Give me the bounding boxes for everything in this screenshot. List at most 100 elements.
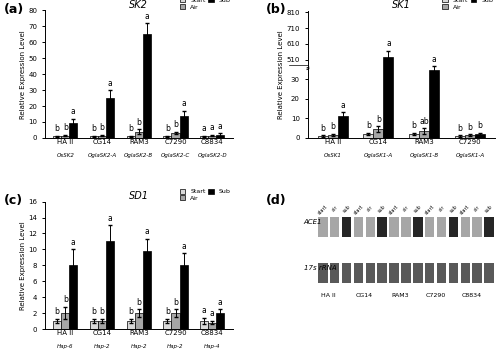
Text: Hap-6: Hap-6: [57, 344, 74, 349]
Bar: [330, 263, 340, 283]
Bar: [106, 98, 114, 138]
Bar: [318, 263, 328, 283]
Text: start: start: [388, 204, 400, 216]
Bar: [419, 131, 429, 138]
Bar: [98, 135, 106, 138]
Bar: [366, 217, 375, 237]
Bar: [200, 136, 208, 138]
Bar: [401, 217, 410, 237]
Text: start: start: [352, 204, 364, 216]
Text: Hap-2: Hap-2: [168, 344, 184, 349]
Bar: [70, 265, 78, 329]
Bar: [172, 133, 179, 138]
Text: CG14: CG14: [356, 293, 373, 298]
Bar: [164, 136, 172, 138]
Text: (a): (a): [4, 3, 24, 16]
Y-axis label: Relative Expression Level: Relative Expression Level: [278, 30, 283, 119]
Text: 17s rRNA: 17s rRNA: [304, 265, 336, 271]
Bar: [126, 321, 134, 329]
Text: b: b: [458, 124, 462, 133]
Text: b: b: [165, 307, 170, 316]
Text: OglaSK2-B: OglaSK2-B: [124, 153, 154, 158]
Text: b: b: [100, 123, 104, 132]
Text: OglaSK2-C: OglaSK2-C: [161, 153, 190, 158]
Text: OglaSK1-A: OglaSK1-A: [364, 153, 393, 158]
Text: OglaSK1-B: OglaSK1-B: [410, 153, 438, 158]
Text: b: b: [478, 121, 482, 131]
Bar: [413, 263, 422, 283]
Text: start: start: [317, 204, 328, 216]
Text: Hap-2: Hap-2: [94, 344, 110, 349]
Text: RAM3: RAM3: [391, 293, 409, 298]
Text: air: air: [366, 204, 374, 212]
Bar: [70, 123, 78, 138]
Text: Hap-2: Hap-2: [130, 344, 147, 349]
Bar: [61, 313, 70, 329]
Text: sub: sub: [342, 204, 351, 214]
Bar: [338, 116, 347, 138]
Text: a: a: [202, 306, 206, 315]
Bar: [328, 135, 338, 138]
Bar: [364, 134, 374, 138]
Text: b: b: [173, 120, 178, 129]
Bar: [126, 136, 134, 138]
Bar: [216, 135, 224, 138]
Text: a: a: [181, 242, 186, 251]
Text: b: b: [173, 298, 178, 307]
Text: a: a: [144, 12, 149, 21]
Bar: [172, 313, 179, 329]
Text: (c): (c): [4, 194, 23, 207]
Bar: [390, 263, 399, 283]
Bar: [164, 321, 172, 329]
Bar: [330, 217, 340, 237]
Bar: [318, 136, 328, 138]
Text: a: a: [386, 39, 391, 48]
Bar: [208, 135, 216, 138]
Text: air: air: [473, 204, 482, 212]
Bar: [208, 323, 216, 329]
Bar: [484, 217, 494, 237]
Bar: [460, 263, 470, 283]
Text: b: b: [136, 298, 141, 307]
Title: SK1: SK1: [392, 0, 410, 10]
Text: OsSK2: OsSK2: [56, 153, 74, 158]
Text: HA II: HA II: [322, 293, 336, 298]
Bar: [90, 136, 98, 138]
Text: start: start: [460, 204, 471, 216]
Text: b: b: [136, 118, 141, 127]
Text: a: a: [340, 101, 345, 110]
Text: b: b: [63, 123, 68, 132]
Text: a: a: [181, 99, 186, 108]
Text: ab: ab: [420, 117, 429, 126]
Text: ACE1: ACE1: [304, 219, 322, 225]
Bar: [180, 265, 188, 329]
Bar: [472, 263, 482, 283]
Text: a: a: [202, 124, 206, 133]
Text: b: b: [320, 124, 325, 133]
Bar: [366, 263, 375, 283]
Text: a: a: [71, 238, 76, 247]
Text: sub: sub: [413, 204, 422, 214]
Text: a: a: [210, 123, 214, 132]
Bar: [53, 321, 61, 329]
Text: a: a: [108, 214, 112, 223]
Bar: [437, 263, 446, 283]
Bar: [401, 263, 410, 283]
Bar: [98, 321, 106, 329]
Bar: [106, 241, 114, 329]
Y-axis label: Relative Expression Level: Relative Expression Level: [20, 30, 26, 119]
Bar: [448, 263, 458, 283]
Bar: [143, 34, 151, 138]
Bar: [460, 217, 470, 237]
Y-axis label: Relative Expression Level: Relative Expression Level: [20, 221, 26, 310]
Text: b: b: [128, 307, 133, 316]
Text: b: b: [376, 114, 381, 124]
Text: C8834: C8834: [461, 293, 481, 298]
Bar: [378, 263, 387, 283]
Legend: Start, Air, Sub: Start, Air, Sub: [179, 188, 231, 202]
Text: start: start: [424, 204, 436, 216]
Bar: [384, 57, 394, 138]
Text: b: b: [100, 307, 104, 316]
Text: b: b: [165, 124, 170, 133]
Text: air: air: [402, 204, 410, 212]
